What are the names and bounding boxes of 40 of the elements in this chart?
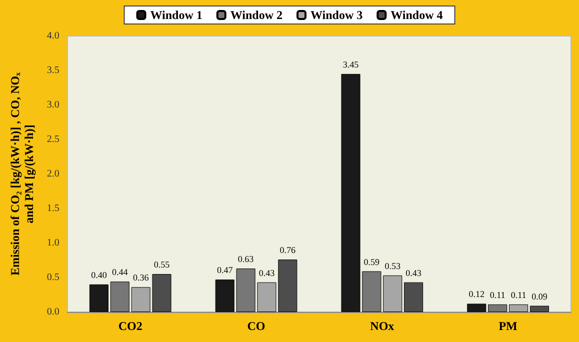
data-label: 0.53 [384,260,401,271]
bar [488,304,508,312]
x-tick-label: PM [498,319,518,333]
x-tick-label: CO2 [118,319,142,333]
y-tick-label: 3.0 [46,100,60,110]
data-label: 0.36 [132,272,150,283]
data-label: 0.44 [112,267,128,278]
bar [404,282,424,312]
data-label: 0.11 [490,290,506,300]
bar [509,304,528,312]
y-tick-label: 3.5 [46,65,60,76]
legend-label: Window 3 [310,8,363,22]
bar [530,306,549,312]
data-label: 0.76 [280,245,296,256]
data-label: 0.55 [154,260,170,270]
data-label: 0.09 [532,291,548,302]
legend-label: Window 1 [150,8,202,22]
y-tick-label: 0.5 [46,272,60,283]
y-tick-label: 2.0 [46,168,60,180]
x-tick-label: CO [247,319,266,333]
data-label: 0.43 [258,268,276,278]
y-tick-label: 2.5 [46,134,60,145]
data-label: 0.63 [238,254,254,264]
data-label: 0.47 [216,265,234,276]
legend-label: Window 4 [390,8,443,22]
y-tick-label: 1.5 [46,203,60,214]
data-label: 0.43 [406,268,422,278]
y-tick-label: 1.0 [46,238,60,248]
data-label: 0.12 [468,289,485,300]
bar [89,284,108,312]
data-label: 0.59 [364,256,380,267]
data-label: 3.45 [342,59,360,70]
data-label: 0.11 [510,290,526,300]
legend-label: Window 2 [230,8,283,22]
x-tick-label: NOx [370,319,394,333]
y-tick-label: 0.0 [46,306,60,318]
data-label: 0.40 [91,270,108,280]
bar [467,304,486,312]
y-axis-title: Emission of CO₂ [kg/(kW·h)] , CO, NOₓ and PM [g/(kW·h)] [8,72,36,276]
y-tick-label: 4.0 [46,30,60,42]
